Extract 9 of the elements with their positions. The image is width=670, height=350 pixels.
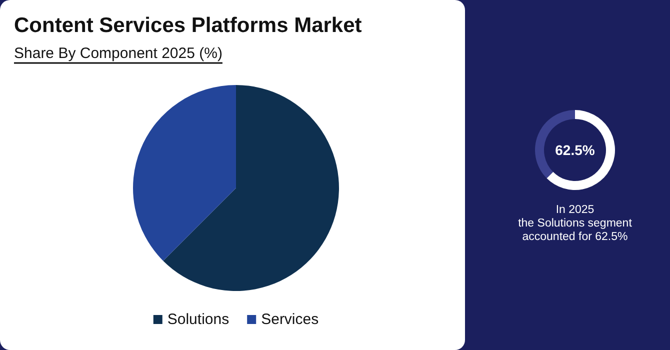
pie-slice xyxy=(163,85,339,291)
text: In 2025 the Solutions segment accounted for 62.5% xyxy=(518,204,633,243)
pie-slice xyxy=(133,85,236,261)
donut-slice xyxy=(546,110,615,190)
chart-title: Content Services Platforms Market xyxy=(14,14,362,37)
legend-label: Services xyxy=(261,311,319,328)
legend-label: Solutions xyxy=(167,311,230,328)
chart-subtitle: Share By Component 2025 (%) xyxy=(14,45,222,62)
text: 62.5% xyxy=(555,142,596,158)
